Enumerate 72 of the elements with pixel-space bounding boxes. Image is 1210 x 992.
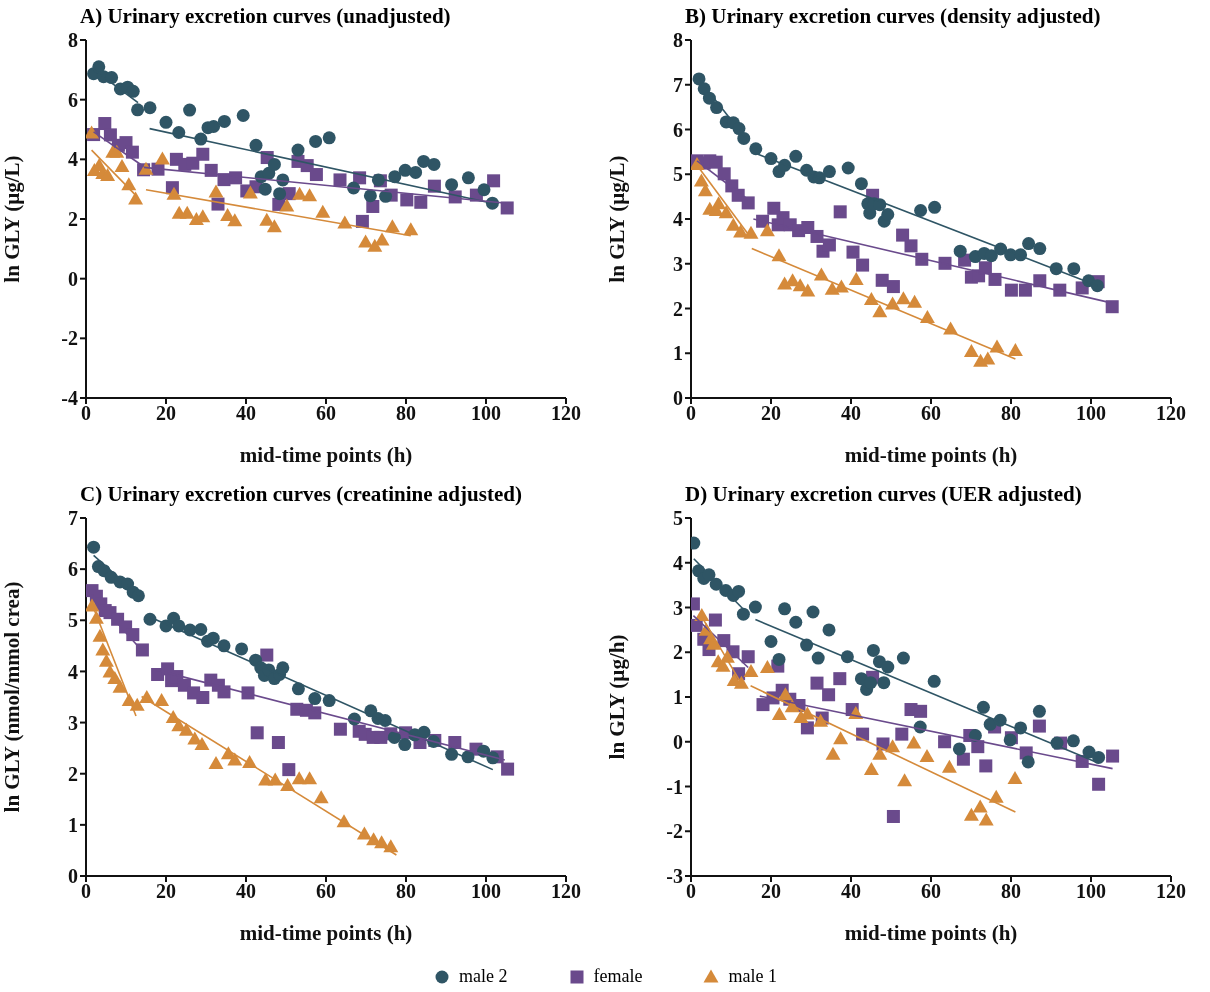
y-tick-label: 7 bbox=[68, 507, 78, 530]
legend-label: male 2 bbox=[459, 966, 508, 987]
y-axis-title: ln GLY (µg/L) bbox=[605, 155, 630, 283]
x-axis-title: mid-time points (h) bbox=[239, 443, 413, 467]
y-tick-label: 8 bbox=[68, 29, 78, 52]
y-tick-label: 5 bbox=[68, 609, 78, 632]
y-axis-title: ln GLY (µg/h) bbox=[605, 634, 630, 760]
x-tick-label: 60 bbox=[316, 880, 336, 903]
y-tick-label: 8 bbox=[673, 29, 683, 52]
x-tick-label: 120 bbox=[551, 402, 581, 425]
x-tick-label: 120 bbox=[1156, 880, 1186, 903]
y-tick-label: 2 bbox=[673, 297, 683, 320]
y-tick-label: 1 bbox=[673, 686, 683, 709]
y-tick-label: -1 bbox=[666, 775, 683, 798]
y-tick-label: 6 bbox=[673, 118, 683, 141]
y-tick-label: 4 bbox=[673, 551, 683, 574]
x-tick-label: 120 bbox=[1156, 402, 1186, 425]
y-tick-label: -2 bbox=[61, 327, 78, 350]
y-tick-label: 7 bbox=[673, 73, 683, 96]
x-tick-label: 60 bbox=[921, 880, 941, 903]
y-tick-label: 0 bbox=[68, 267, 78, 290]
x-tick-label: 60 bbox=[921, 402, 941, 425]
y-tick-label: 0 bbox=[673, 387, 683, 410]
y-tick-label: 0 bbox=[68, 865, 78, 888]
x-tick-label: 80 bbox=[396, 880, 416, 903]
x-axis-title: mid-time points (h) bbox=[844, 443, 1018, 467]
x-tick-label: 40 bbox=[841, 880, 861, 903]
chart-title: C) Urinary excretion curves (creatinine adjusted) bbox=[80, 482, 522, 506]
x-tick-label: 100 bbox=[471, 880, 501, 903]
y-axis-title: ln GLY (µg/L) bbox=[0, 155, 25, 283]
y-tick-label: -3 bbox=[666, 865, 683, 888]
x-tick-label: 60 bbox=[316, 402, 336, 425]
x-tick-label: 120 bbox=[551, 880, 581, 903]
x-tick-label: 40 bbox=[841, 402, 861, 425]
y-tick-label: 5 bbox=[673, 507, 683, 530]
y-tick-label: 3 bbox=[68, 711, 78, 734]
y-tick-label: 2 bbox=[673, 641, 683, 664]
chart-title: B) Urinary excretion curves (density adjusted) bbox=[685, 4, 1101, 28]
y-tick-label: 5 bbox=[673, 163, 683, 186]
x-tick-label: 20 bbox=[156, 402, 176, 425]
y-tick-label: 3 bbox=[673, 252, 683, 275]
y-tick-label: 6 bbox=[68, 558, 78, 581]
x-tick-label: 100 bbox=[1076, 880, 1106, 903]
y-tick-label: -4 bbox=[61, 387, 78, 410]
x-tick-label: 80 bbox=[396, 402, 416, 425]
x-tick-label: 40 bbox=[236, 880, 256, 903]
y-tick-label: 4 bbox=[68, 660, 78, 683]
y-tick-label: 0 bbox=[673, 730, 683, 753]
x-axis-title: mid-time points (h) bbox=[844, 921, 1018, 945]
y-tick-label: 4 bbox=[673, 208, 683, 231]
x-tick-label: 80 bbox=[1001, 880, 1021, 903]
y-axis-title: ln GLY (nmol/mmol crea) bbox=[0, 581, 25, 813]
y-tick-label: 4 bbox=[68, 148, 78, 171]
x-tick-label: 20 bbox=[761, 880, 781, 903]
chart-title: A) Urinary excretion curves (unadjusted) bbox=[80, 4, 451, 28]
chart-title: D) Urinary excretion curves (UER adjusted) bbox=[685, 482, 1082, 506]
x-tick-label: 20 bbox=[156, 880, 176, 903]
x-tick-label: 100 bbox=[1076, 402, 1106, 425]
y-tick-label: 2 bbox=[68, 762, 78, 785]
y-tick-label: 3 bbox=[673, 596, 683, 619]
y-tick-label: -2 bbox=[666, 820, 683, 843]
x-tick-label: 100 bbox=[471, 402, 501, 425]
x-tick-label: 80 bbox=[1001, 402, 1021, 425]
y-tick-label: 1 bbox=[673, 342, 683, 365]
legend-label: female bbox=[593, 966, 643, 987]
x-tick-label: 40 bbox=[236, 402, 256, 425]
x-axis-title: mid-time points (h) bbox=[239, 921, 413, 945]
y-tick-label: 2 bbox=[68, 208, 78, 231]
x-tick-label: 20 bbox=[761, 402, 781, 425]
legend-label: male 1 bbox=[728, 966, 777, 987]
y-tick-label: 1 bbox=[68, 813, 78, 836]
y-tick-label: 6 bbox=[68, 88, 78, 111]
